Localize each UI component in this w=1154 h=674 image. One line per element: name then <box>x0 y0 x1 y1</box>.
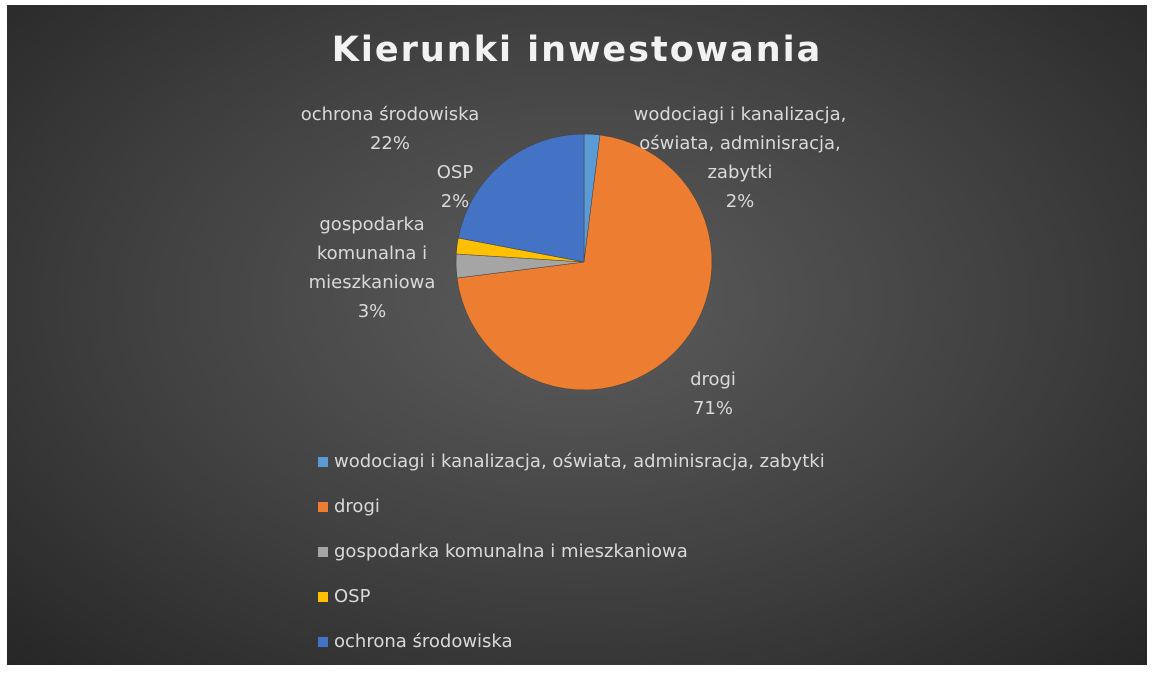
legend-swatch <box>318 456 328 467</box>
data-label: ochrona środowiska 22% <box>275 100 505 158</box>
legend-swatch <box>318 591 328 602</box>
data-label-name: gospodarka komunalna i mieszkaniowa <box>308 214 436 293</box>
legend-swatch <box>318 546 328 557</box>
legend-swatch <box>318 501 328 512</box>
legend-label: drogi <box>334 496 380 517</box>
data-label-name: OSP <box>436 162 474 183</box>
data-label-name: wodociagi i kanalizacja, oświata, admini… <box>633 104 847 183</box>
pie-slice <box>457 133 585 263</box>
data-label-name: ochrona środowiska <box>300 104 480 125</box>
legend-label: OSP <box>334 586 371 607</box>
data-label: OSP 2% <box>415 158 495 216</box>
data-label-value: 2% <box>440 191 470 212</box>
legend-entry: gospodarka komunalna i mieszkaniowa <box>318 541 688 562</box>
legend-entry: ochrona środowiska <box>318 631 513 652</box>
data-label: drogi 71% <box>653 365 773 423</box>
legend-entry: wodociagi i kanalizacja, oświata, admini… <box>318 451 825 472</box>
legend-label: gospodarka komunalna i mieszkaniowa <box>334 541 688 562</box>
legend-swatch <box>318 636 328 647</box>
pie-slice <box>456 134 713 391</box>
legend-label: wodociagi i kanalizacja, oświata, admini… <box>334 451 825 472</box>
data-label-name: drogi <box>690 369 736 390</box>
legend-entry: OSP <box>318 586 370 607</box>
data-label-value: 22% <box>369 133 410 154</box>
data-label-value: 71% <box>692 398 733 419</box>
legend-entry: drogi <box>318 496 380 517</box>
data-label: gospodarka komunalna i mieszkaniowa 3% <box>292 210 452 326</box>
data-label-value: 3% <box>357 301 387 322</box>
data-label-value: 2% <box>725 191 755 212</box>
data-label: wodociagi i kanalizacja, oświata, admini… <box>630 100 850 216</box>
legend-label: ochrona środowiska <box>334 631 513 652</box>
chart-title: Kierunki inwestowania <box>331 30 823 70</box>
